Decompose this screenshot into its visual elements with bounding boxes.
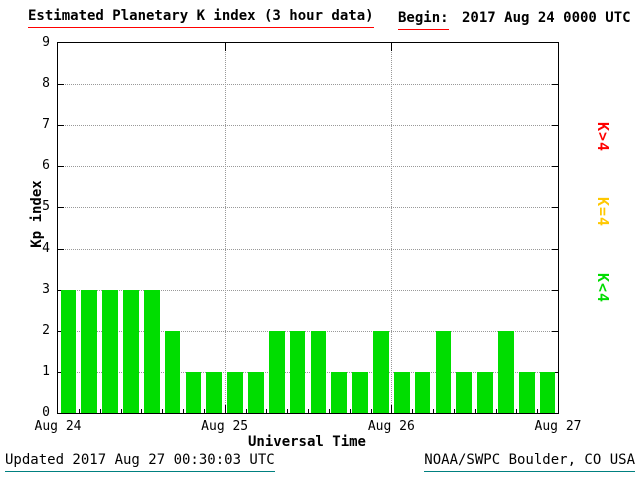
x-tick-label: Aug 24 xyxy=(34,419,82,434)
x-minor-tick xyxy=(495,409,497,413)
y-tick-mark xyxy=(552,166,558,168)
x-major-tick xyxy=(224,43,226,51)
kp-bar xyxy=(393,371,410,413)
source-credit: NOAA/SWPC Boulder, CO USA xyxy=(424,452,635,472)
kp-bar xyxy=(289,330,306,413)
y-tick-label: 0 xyxy=(42,405,50,420)
y-tick-mark xyxy=(58,125,64,127)
gridline-vertical xyxy=(224,43,226,413)
x-major-tick xyxy=(224,405,226,413)
x-minor-tick xyxy=(183,409,184,413)
y-tick-label: 2 xyxy=(42,322,50,338)
kp-bar xyxy=(352,371,368,413)
x-minor-tick xyxy=(308,409,309,413)
kp-bar xyxy=(414,371,431,413)
kp-bar xyxy=(227,371,243,413)
y-tick-label: 9 xyxy=(42,35,50,50)
gridline-horizontal xyxy=(58,248,558,250)
chart-title: Estimated Planetary K index (3 hour data… xyxy=(28,8,374,28)
y-tick-mark xyxy=(58,248,64,250)
kp-bar xyxy=(331,371,348,413)
kp-bar xyxy=(518,371,535,413)
gridline-vertical xyxy=(391,43,393,413)
x-minor-tick xyxy=(266,409,268,413)
y-tick-mark xyxy=(552,248,558,250)
x-minor-tick xyxy=(537,409,539,413)
x-tick-label: Aug 25 xyxy=(201,419,249,434)
kp-bar xyxy=(456,371,473,413)
y-tick-mark xyxy=(552,84,558,86)
kp-bar xyxy=(435,330,452,413)
begin-value: 2017 Aug 24 0000 UTC xyxy=(462,10,631,26)
kp-bar xyxy=(477,371,493,413)
x-major-tick xyxy=(391,405,393,413)
kp-bar xyxy=(248,371,264,413)
x-minor-tick xyxy=(99,409,101,413)
kp-bar xyxy=(539,371,556,413)
gridline-horizontal xyxy=(58,330,558,332)
x-minor-tick xyxy=(162,409,164,413)
x-minor-tick xyxy=(120,409,122,413)
x-minor-tick xyxy=(245,409,247,413)
gridline-horizontal xyxy=(58,84,558,86)
kp-bar xyxy=(206,371,223,413)
y-tick-label: 1 xyxy=(42,363,50,379)
kp-bar xyxy=(498,330,514,413)
x-minor-tick xyxy=(203,409,205,413)
x-axis-title: Universal Time xyxy=(247,434,366,450)
kp-bar xyxy=(268,330,285,413)
legend-label: K>4 xyxy=(594,122,612,153)
x-minor-tick xyxy=(516,409,518,413)
kp-bar xyxy=(185,371,202,413)
y-tick-label: 4 xyxy=(42,240,50,256)
x-minor-tick xyxy=(474,409,476,413)
x-tick-label: Aug 27 xyxy=(534,419,582,434)
x-minor-tick xyxy=(141,409,143,413)
y-tick-mark xyxy=(552,125,558,127)
x-tick-label: Aug 26 xyxy=(367,419,415,434)
gridline-horizontal xyxy=(58,371,558,373)
y-tick-mark xyxy=(552,289,558,291)
kp-bar xyxy=(123,289,139,413)
plot-area: 0 1 2 3 4 5 6 7 8 9 Aug 24 Aug 25 Aug 26 Aug 27 xyxy=(35,35,582,434)
gridline-horizontal xyxy=(58,166,558,168)
x-minor-tick xyxy=(287,409,289,413)
kp-bar xyxy=(373,330,389,413)
x-major-tick xyxy=(391,43,393,51)
x-minor-tick xyxy=(433,409,434,413)
begin-label: Begin: xyxy=(398,10,449,30)
x-minor-tick xyxy=(453,409,455,413)
y-tick-mark xyxy=(58,84,64,86)
y-tick-label: 5 xyxy=(42,199,50,215)
y-tick-label: 8 xyxy=(42,76,50,92)
legend-label: K<4 xyxy=(594,273,612,304)
x-minor-tick xyxy=(370,409,372,413)
y-tick-mark xyxy=(552,207,558,209)
legend-label: K=4 xyxy=(594,197,612,228)
y-tick-label: 7 xyxy=(42,117,50,133)
gridline-horizontal xyxy=(58,207,558,209)
x-minor-tick xyxy=(328,409,330,413)
gridline-horizontal xyxy=(58,289,558,291)
x-minor-tick xyxy=(349,409,351,413)
kp-bar xyxy=(102,289,118,413)
y-tick-mark xyxy=(552,330,558,332)
kp-bar xyxy=(164,330,181,413)
y-tick-label: 6 xyxy=(42,158,50,174)
kp-bar xyxy=(81,289,98,413)
kp-bar xyxy=(310,330,327,413)
kp-bar xyxy=(60,289,77,413)
x-minor-tick xyxy=(412,409,414,413)
updated-timestamp: Updated 2017 Aug 27 00:30:03 UTC xyxy=(5,452,275,472)
kp-bar xyxy=(143,289,160,413)
y-tick-label: 3 xyxy=(42,281,50,297)
gridline-horizontal xyxy=(58,125,558,127)
y-tick-mark xyxy=(58,207,64,209)
y-tick-mark xyxy=(58,166,64,168)
x-minor-tick xyxy=(78,409,80,413)
